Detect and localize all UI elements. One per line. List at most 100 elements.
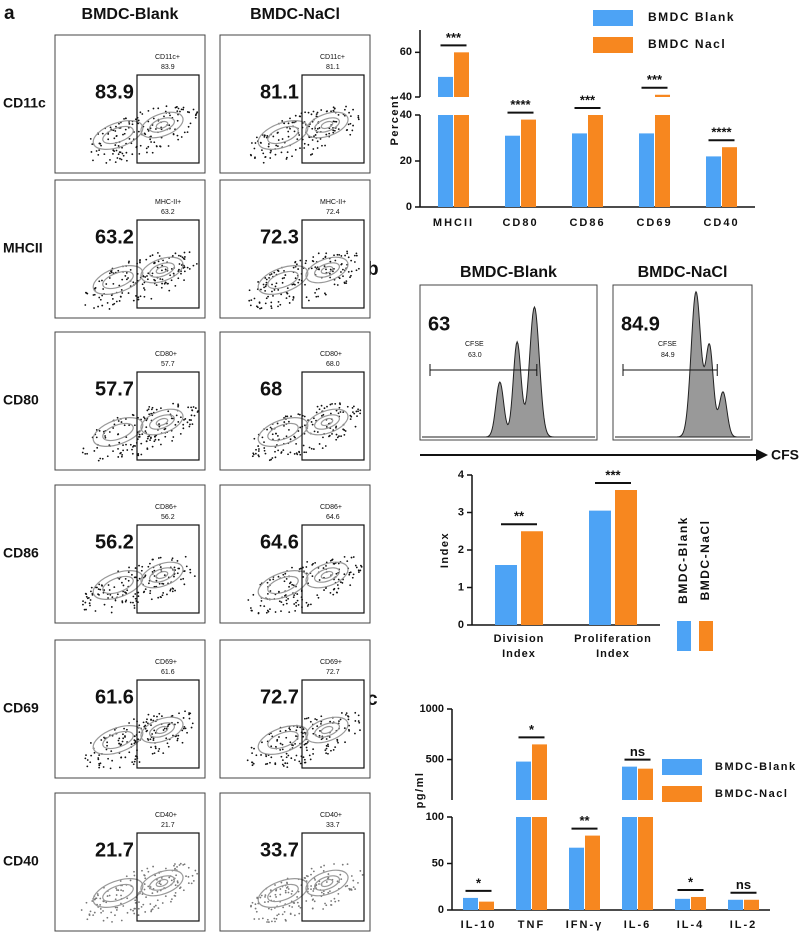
event-dot (157, 596, 160, 599)
event-dot (80, 909, 83, 911)
event-dot (285, 602, 288, 605)
contour (102, 575, 134, 595)
event-dot (288, 905, 291, 907)
event-dot (273, 271, 276, 274)
event-dot (276, 914, 279, 917)
contour (149, 262, 175, 278)
event-dot (325, 268, 327, 271)
event-dot (145, 147, 148, 150)
event-dot (259, 896, 262, 899)
event-dot (191, 409, 194, 412)
event-dot (120, 158, 123, 161)
event-dot (295, 729, 298, 732)
event-dot (312, 417, 315, 420)
event-dot (278, 736, 280, 738)
event-dot (145, 440, 148, 443)
event-dot (328, 132, 331, 135)
contour (314, 262, 340, 278)
event-dot (137, 595, 140, 598)
event-dot (170, 559, 173, 561)
event-dot (118, 441, 121, 444)
event-dot (284, 415, 287, 418)
event-dot (133, 607, 136, 609)
event-dot (279, 749, 282, 751)
event-dot (186, 131, 189, 134)
event-dot (174, 106, 177, 109)
event-dot (161, 594, 164, 597)
event-dot (338, 253, 341, 256)
event-dot (269, 590, 272, 592)
event-dot (281, 913, 284, 916)
event-dot (276, 435, 279, 437)
event-dot (154, 747, 157, 750)
event-dot (259, 307, 261, 310)
event-dot (118, 300, 121, 302)
event-dot (100, 911, 103, 914)
y-tick-label: 60 (400, 46, 412, 58)
event-dot (294, 742, 296, 745)
event-dot (304, 424, 306, 427)
event-dot (90, 586, 93, 589)
event-dot (144, 588, 147, 591)
y-tick-label: 40 (400, 91, 412, 103)
event-dot (267, 143, 270, 145)
event-dot (329, 276, 332, 279)
event-dot (296, 901, 299, 904)
event-dot (119, 151, 122, 154)
event-dot (122, 449, 125, 452)
event-dot (314, 562, 317, 564)
event-dot (163, 282, 166, 285)
event-dot (170, 900, 172, 903)
event-dot (269, 579, 271, 581)
event-dot (85, 593, 88, 595)
gate-value: 63.2 (161, 209, 175, 216)
event-dot (137, 435, 140, 438)
event-dot (187, 882, 190, 885)
event-dot (312, 898, 314, 901)
event-dot (93, 911, 96, 914)
legend-swatch (593, 10, 633, 26)
event-dot (342, 268, 344, 271)
event-dot (117, 420, 120, 422)
event-dot (186, 111, 189, 113)
contour (155, 120, 169, 130)
event-dot (125, 875, 128, 878)
event-dot (345, 282, 348, 285)
event-dot (138, 152, 141, 155)
event-dot (318, 127, 321, 129)
event-dot (286, 151, 289, 154)
legend-label: BMDC Blank (648, 10, 735, 24)
event-dot (149, 592, 152, 595)
event-dot (118, 122, 120, 125)
event-dot (192, 108, 195, 111)
legend-swatch (677, 621, 691, 651)
panel-label: a (4, 3, 15, 24)
contour (320, 725, 334, 735)
event-dot (343, 555, 346, 558)
event-dot (173, 566, 176, 569)
event-dot (118, 737, 121, 740)
event-dot (318, 443, 321, 445)
event-dot (355, 252, 358, 255)
event-dot (310, 267, 313, 270)
event-dot (102, 910, 104, 912)
event-dot (333, 283, 336, 286)
event-dot (322, 413, 325, 416)
event-dot (322, 870, 325, 872)
contour (102, 270, 134, 290)
event-dot (139, 111, 142, 114)
event-dot (150, 718, 152, 721)
event-dot (147, 120, 150, 123)
event-dot (116, 593, 119, 596)
event-dot (143, 883, 146, 885)
event-dot (115, 134, 118, 137)
event-dot (281, 763, 284, 766)
event-dot (303, 731, 306, 734)
event-dot (269, 426, 272, 429)
event-dot (263, 901, 266, 904)
event-dot (182, 423, 185, 426)
event-dot (149, 255, 152, 258)
event-dot (312, 888, 315, 890)
event-dot (250, 746, 253, 749)
event-dot (293, 594, 296, 597)
